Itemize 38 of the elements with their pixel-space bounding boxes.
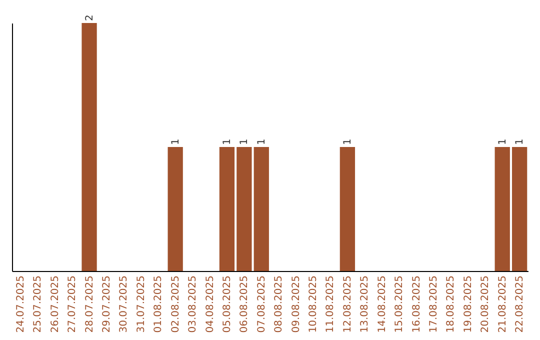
data-label: 1 [514,138,526,145]
x-tick-label: 03.08.2025 [188,276,199,333]
x-tick-label: 28.07.2025 [84,276,96,333]
x-tick-label: 15.08.2025 [394,276,406,333]
x-tick-label: 24.07.2025 [15,276,26,333]
x-tick-label: 05.08.2025 [222,276,233,333]
x-tick-label: 21.08.2025 [497,276,508,333]
data-label: 2 [84,14,96,21]
x-tick-label: 25.07.2025 [32,276,44,333]
x-tick-label: 14.08.2025 [376,276,388,333]
x-tick-label: 20.08.2025 [480,276,492,333]
x-tick-label: 07.08.2025 [256,276,268,333]
x-tick-label: 10.08.2025 [308,276,320,333]
x-tick-label: 04.08.2025 [204,276,216,333]
x-tick-label: 30.07.2025 [118,276,130,333]
x-tick-label: 17.08.2025 [428,276,440,333]
x-tick-label: 26.07.2025 [50,276,61,333]
x-tick-label: 01.08.2025 [153,276,164,333]
x-tick-label: 08.08.2025 [274,276,285,333]
x-tick-label: 29.07.2025 [101,276,112,333]
x-tick-label: 13.08.2025 [360,276,371,333]
x-tick-label: 06.08.2025 [239,276,250,333]
data-label: 1 [497,138,508,145]
x-tick-label: 11.08.2025 [325,276,336,333]
x-tick-label: 27.07.2025 [67,276,78,333]
data-label: 1 [256,138,268,145]
x-tick-label: 19.08.2025 [462,276,474,333]
x-tick-label: 09.08.2025 [290,276,302,333]
x-tick-label: 18.08.2025 [446,276,457,333]
x-tick-label: 02.08.2025 [170,276,182,333]
x-tick-label: 22.08.2025 [514,276,526,333]
x-tick-label: 31.07.2025 [136,276,147,333]
data-label: 1 [170,138,182,145]
data-label: 1 [239,138,250,145]
data-label: 1 [222,138,233,145]
x-tick-label: 16.08.2025 [411,276,422,333]
x-tick-label: 12.08.2025 [342,276,354,333]
data-label: 1 [342,138,354,145]
